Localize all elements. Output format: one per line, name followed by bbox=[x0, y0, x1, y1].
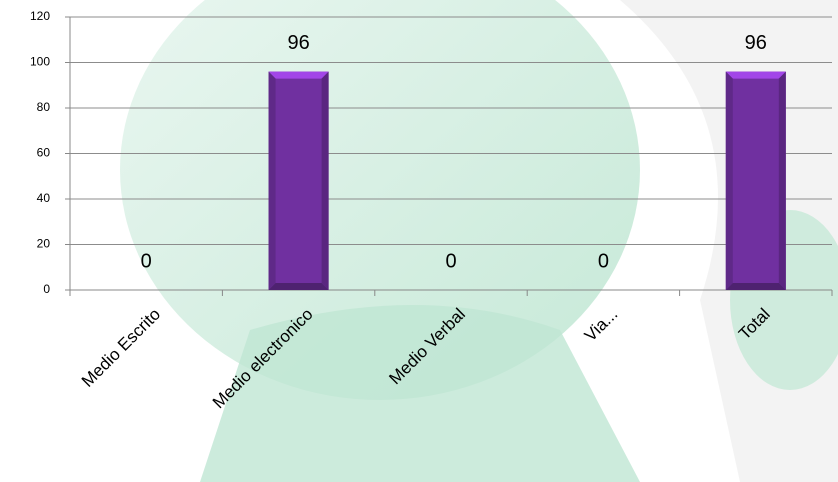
data-label: 0 bbox=[445, 250, 456, 272]
bar-bevel bbox=[725, 71, 786, 79]
y-tick-label: 40 bbox=[37, 191, 51, 205]
data-label: 96 bbox=[745, 32, 767, 54]
y-tick-label: 100 bbox=[30, 55, 50, 69]
bar-bevel bbox=[268, 71, 276, 290]
bar-bevel bbox=[725, 283, 786, 290]
bar bbox=[268, 71, 329, 290]
bar-group bbox=[268, 71, 329, 290]
x-tick-label: Via... bbox=[581, 305, 622, 346]
bar-group bbox=[725, 71, 786, 290]
x-tick-label: Medio Escrito bbox=[78, 305, 164, 391]
bar-bevel bbox=[268, 71, 329, 79]
bar-bevel bbox=[725, 71, 733, 290]
data-label: 96 bbox=[287, 32, 309, 54]
bar-bevel bbox=[778, 71, 786, 290]
bar-bevel bbox=[268, 283, 329, 290]
y-tick-label: 60 bbox=[37, 146, 51, 160]
bar bbox=[725, 71, 786, 290]
background-decoration bbox=[120, 0, 838, 482]
data-label: 0 bbox=[598, 250, 609, 272]
y-tick-label: 20 bbox=[37, 237, 51, 251]
y-tick-label: 120 bbox=[30, 9, 50, 23]
bar-bevel bbox=[321, 71, 329, 290]
data-label: 0 bbox=[141, 250, 152, 272]
y-tick-label: 80 bbox=[37, 100, 51, 114]
y-tick-label: 0 bbox=[43, 282, 50, 296]
